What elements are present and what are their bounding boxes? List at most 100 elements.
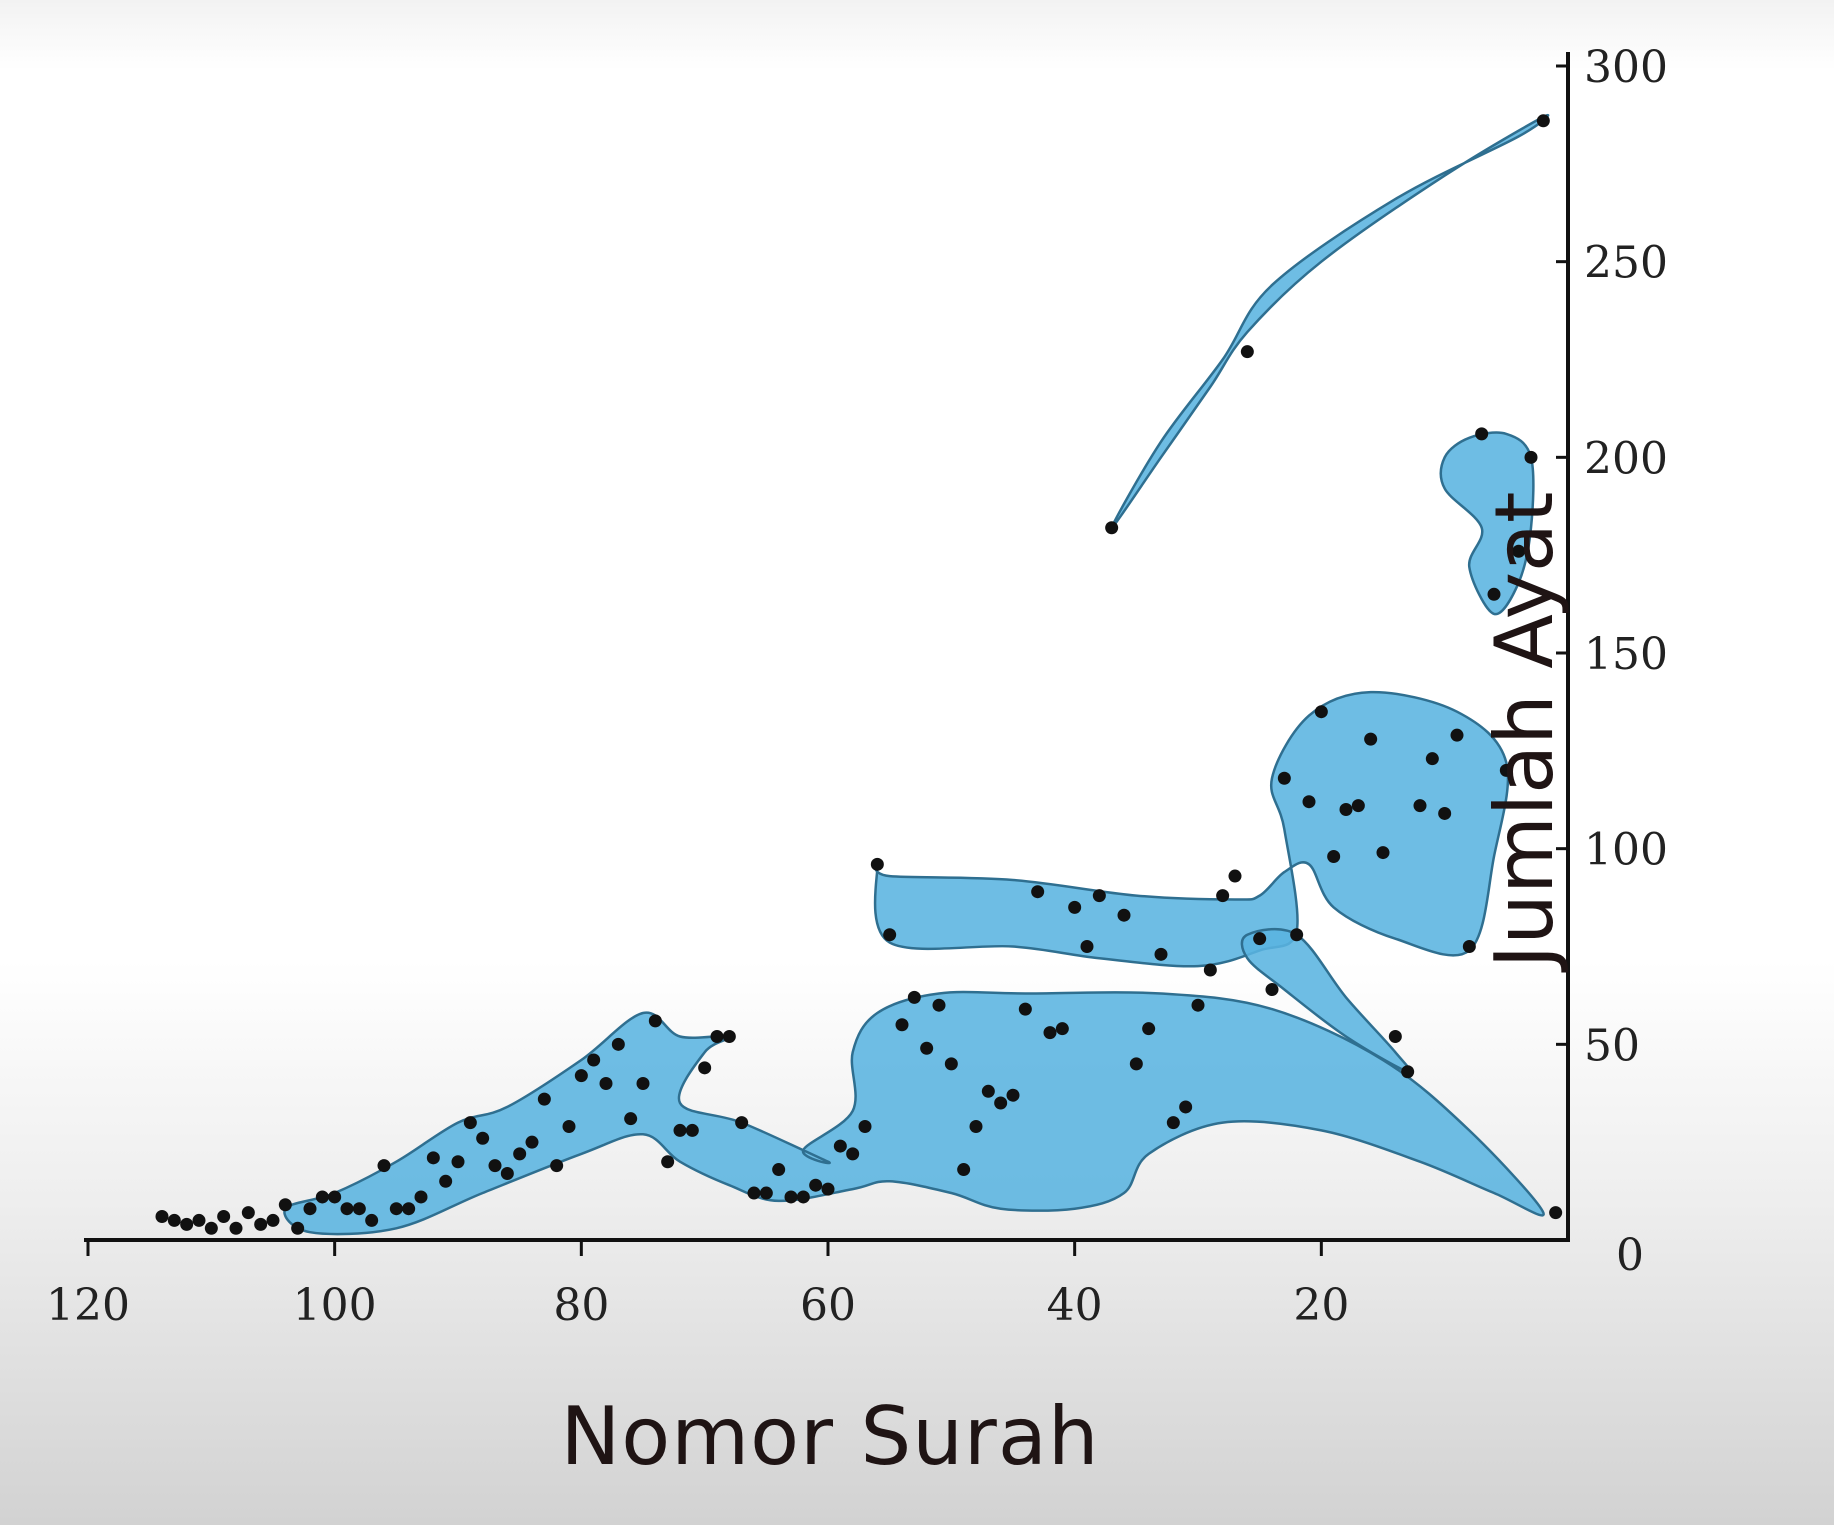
data-point bbox=[303, 1202, 317, 1216]
y-tick-label: 150 bbox=[1584, 629, 1668, 680]
data-point bbox=[451, 1155, 465, 1169]
y-tick-label: 50 bbox=[1584, 1020, 1640, 1071]
data-point bbox=[377, 1159, 391, 1173]
data-point bbox=[254, 1217, 268, 1231]
data-point bbox=[278, 1198, 292, 1212]
data-point bbox=[266, 1213, 280, 1227]
data-point bbox=[315, 1190, 329, 1204]
data-point bbox=[599, 1076, 613, 1090]
data-point bbox=[747, 1186, 761, 1200]
data-point bbox=[1142, 1022, 1156, 1036]
x-tick-label: 120 bbox=[46, 1280, 130, 1331]
data-point bbox=[550, 1159, 564, 1173]
data-point bbox=[414, 1190, 428, 1204]
data-point bbox=[698, 1061, 712, 1075]
data-point bbox=[488, 1159, 502, 1173]
x-tick-label: 20 bbox=[1293, 1280, 1349, 1331]
x-tick-label: 60 bbox=[800, 1280, 856, 1331]
shape-small-drop bbox=[1439, 431, 1535, 616]
y-tick-label: 200 bbox=[1584, 433, 1668, 484]
data-point bbox=[858, 1120, 872, 1134]
data-point bbox=[217, 1210, 231, 1224]
data-point bbox=[1129, 1057, 1143, 1071]
data-point bbox=[1092, 889, 1106, 903]
shape-body bbox=[283, 990, 1545, 1236]
data-point bbox=[1462, 940, 1476, 953]
data-point bbox=[624, 1112, 638, 1126]
data-point bbox=[870, 857, 884, 871]
y-tick-label: 250 bbox=[1584, 238, 1668, 289]
data-point bbox=[1166, 1116, 1180, 1130]
y-tick-label: 300 bbox=[1584, 42, 1668, 93]
data-point bbox=[981, 1084, 995, 1098]
y-axis-label: Jumlah Ayat bbox=[1478, 491, 1571, 969]
shapes-layer bbox=[283, 114, 1550, 1236]
data-point bbox=[1006, 1088, 1020, 1102]
data-point bbox=[1388, 1030, 1402, 1044]
data-point bbox=[611, 1037, 625, 1051]
y-tick-label: 0 bbox=[1616, 1230, 1644, 1281]
data-point bbox=[389, 1202, 403, 1216]
data-point bbox=[1512, 544, 1526, 558]
data-point bbox=[772, 1163, 786, 1177]
data-point bbox=[439, 1174, 453, 1188]
data-point bbox=[796, 1190, 810, 1204]
data-point bbox=[784, 1190, 798, 1204]
data-point bbox=[1327, 849, 1341, 863]
x-tick-label: 80 bbox=[553, 1280, 609, 1331]
data-point bbox=[1179, 1100, 1193, 1114]
data-point bbox=[513, 1147, 527, 1161]
data-point bbox=[328, 1190, 342, 1204]
data-point bbox=[1413, 799, 1427, 813]
data-point bbox=[562, 1120, 576, 1134]
data-point bbox=[1351, 799, 1365, 813]
shape-head bbox=[873, 690, 1510, 968]
data-point bbox=[1475, 427, 1489, 441]
data-point bbox=[1253, 932, 1267, 946]
data-point bbox=[1240, 345, 1254, 359]
data-point bbox=[1068, 900, 1082, 914]
data-point bbox=[735, 1116, 749, 1130]
data-point bbox=[352, 1202, 366, 1216]
data-point bbox=[1203, 963, 1217, 977]
data-point bbox=[1277, 771, 1291, 785]
data-point bbox=[1265, 983, 1279, 997]
data-point bbox=[192, 1213, 206, 1227]
data-point bbox=[759, 1186, 773, 1200]
data-point bbox=[1425, 752, 1439, 766]
data-point bbox=[402, 1202, 416, 1216]
data-point bbox=[1031, 885, 1045, 899]
data-point bbox=[1290, 928, 1304, 942]
data-point bbox=[574, 1069, 588, 1083]
data-point bbox=[1018, 1002, 1032, 1016]
data-point bbox=[1339, 803, 1353, 817]
y-tick-label: 100 bbox=[1584, 825, 1668, 876]
data-point bbox=[1055, 1022, 1069, 1036]
data-point bbox=[241, 1206, 255, 1220]
data-point bbox=[500, 1166, 514, 1180]
data-point bbox=[1487, 587, 1501, 601]
data-point bbox=[1376, 846, 1390, 860]
x-tick-label: 40 bbox=[1047, 1280, 1103, 1331]
data-point bbox=[155, 1210, 169, 1224]
data-point bbox=[426, 1151, 440, 1165]
data-point bbox=[537, 1092, 551, 1106]
data-point bbox=[340, 1202, 354, 1216]
data-point bbox=[944, 1057, 958, 1071]
data-point bbox=[957, 1163, 971, 1177]
x-tick-label: 100 bbox=[293, 1280, 377, 1331]
data-point bbox=[1228, 869, 1242, 883]
data-point bbox=[1080, 940, 1094, 953]
data-point bbox=[994, 1096, 1008, 1110]
data-point bbox=[167, 1213, 181, 1227]
data-point bbox=[1401, 1065, 1415, 1079]
data-point bbox=[895, 1018, 909, 1032]
data-point bbox=[1314, 705, 1328, 719]
data-point bbox=[525, 1135, 539, 1149]
data-point bbox=[229, 1221, 243, 1235]
data-point bbox=[365, 1213, 379, 1227]
data-point bbox=[1117, 908, 1131, 922]
data-point bbox=[710, 1030, 724, 1044]
data-point bbox=[1549, 1206, 1563, 1220]
